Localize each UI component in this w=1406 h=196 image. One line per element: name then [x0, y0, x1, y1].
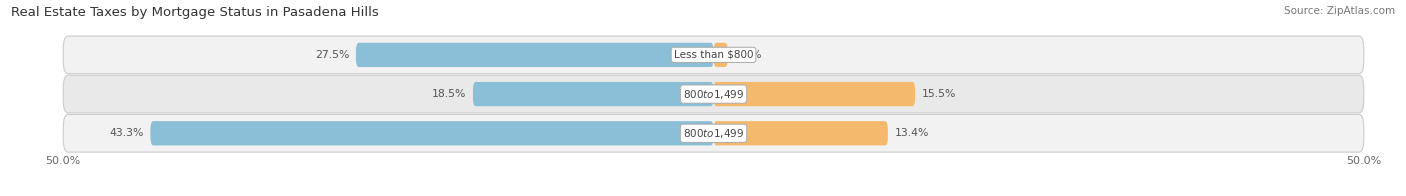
Text: 18.5%: 18.5% [432, 89, 467, 99]
FancyBboxPatch shape [150, 121, 713, 145]
FancyBboxPatch shape [472, 82, 713, 106]
FancyBboxPatch shape [713, 43, 728, 67]
Text: $800 to $1,499: $800 to $1,499 [683, 88, 744, 101]
Text: Real Estate Taxes by Mortgage Status in Pasadena Hills: Real Estate Taxes by Mortgage Status in … [11, 6, 380, 19]
Text: 13.4%: 13.4% [894, 128, 929, 138]
Text: 27.5%: 27.5% [315, 50, 349, 60]
Text: Less than $800: Less than $800 [673, 50, 754, 60]
Text: 1.1%: 1.1% [734, 50, 762, 60]
FancyBboxPatch shape [356, 43, 713, 67]
FancyBboxPatch shape [713, 82, 915, 106]
Text: 15.5%: 15.5% [922, 89, 956, 99]
FancyBboxPatch shape [713, 121, 887, 145]
Text: 43.3%: 43.3% [110, 128, 143, 138]
FancyBboxPatch shape [63, 114, 1364, 152]
Text: Source: ZipAtlas.com: Source: ZipAtlas.com [1284, 6, 1395, 16]
FancyBboxPatch shape [63, 75, 1364, 113]
FancyBboxPatch shape [63, 36, 1364, 74]
Text: $800 to $1,499: $800 to $1,499 [683, 127, 744, 140]
